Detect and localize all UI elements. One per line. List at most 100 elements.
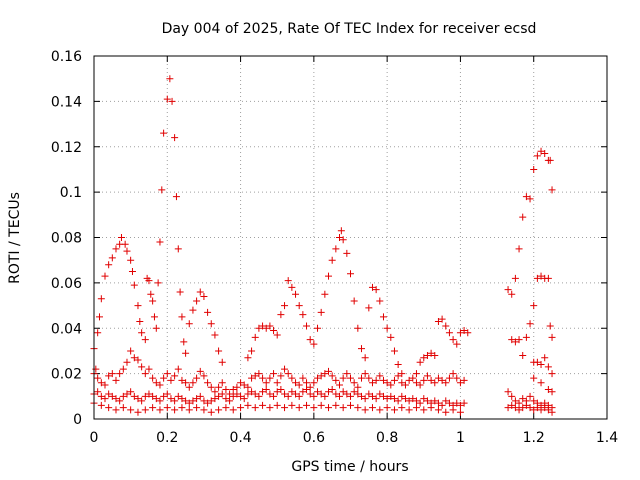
- plot-border: [93, 55, 608, 420]
- x-tick-label: 0.6: [303, 430, 325, 446]
- data-point: [218, 390, 226, 398]
- data-point: [412, 379, 420, 387]
- data-point: [226, 397, 234, 405]
- y-tick-label: 0.04: [51, 321, 82, 337]
- data-point: [105, 390, 113, 398]
- data-point: [248, 388, 256, 396]
- data-point: [537, 147, 545, 155]
- data-point: [303, 379, 311, 387]
- data-point: [156, 397, 164, 405]
- data-point: [180, 338, 188, 346]
- data-point: [350, 388, 358, 396]
- data-point: [244, 401, 252, 409]
- data-point: [200, 372, 208, 380]
- data-point: [295, 392, 303, 400]
- data-point: [303, 401, 311, 409]
- data-point: [215, 392, 223, 400]
- data-point: [321, 290, 329, 298]
- data-point: [379, 313, 387, 321]
- data-point: [394, 397, 402, 405]
- data-point: [376, 372, 384, 380]
- data-point: [152, 324, 160, 332]
- y-tick-label: 0.06: [51, 276, 82, 292]
- data-point: [387, 392, 395, 400]
- data-point: [508, 290, 516, 298]
- data-point: [172, 193, 180, 201]
- data-point: [240, 381, 248, 389]
- data-point: [112, 245, 120, 253]
- data-point: [383, 395, 391, 403]
- data-point: [332, 376, 340, 384]
- data-point: [284, 392, 292, 400]
- data-point: [347, 401, 354, 409]
- data-point: [237, 392, 245, 400]
- data-point: [193, 395, 201, 403]
- data-point: [357, 392, 365, 400]
- data-point: [94, 388, 102, 396]
- data-point: [130, 392, 138, 400]
- data-point: [97, 392, 105, 400]
- data-point: [508, 392, 516, 400]
- data-point: [431, 351, 439, 359]
- data-point: [182, 397, 190, 405]
- data-point: [266, 404, 274, 412]
- data-point: [442, 379, 450, 387]
- data-point: [357, 345, 365, 353]
- data-point: [310, 404, 318, 412]
- data-point: [460, 327, 468, 335]
- data-point: [117, 234, 125, 241]
- data-point: [423, 397, 431, 405]
- data-point: [515, 406, 523, 414]
- data-point: [108, 392, 116, 400]
- data-point: [434, 374, 442, 382]
- data-point: [259, 401, 267, 409]
- data-point: [456, 329, 464, 337]
- data-point: [207, 320, 215, 328]
- data-point: [273, 379, 281, 387]
- data-point: [251, 390, 259, 398]
- data-point: [193, 374, 201, 382]
- data-point: [438, 315, 446, 323]
- data-point: [130, 354, 138, 362]
- data-point: [401, 395, 409, 403]
- data-point: [112, 406, 120, 414]
- data-point: [255, 324, 263, 332]
- data-point: [156, 238, 164, 246]
- data-point: [123, 247, 131, 255]
- data-point: [176, 288, 184, 296]
- data-point: [394, 361, 402, 369]
- data-point: [390, 395, 398, 403]
- data-point: [259, 374, 267, 382]
- data-point: [292, 290, 300, 298]
- data-point: [361, 354, 369, 362]
- data-point: [152, 379, 160, 387]
- data-point: [207, 397, 215, 405]
- data-point: [299, 388, 307, 396]
- data-point: [218, 358, 226, 366]
- data-point: [339, 374, 347, 382]
- data-point: [438, 376, 446, 384]
- data-point: [537, 272, 545, 280]
- data-point: [314, 388, 322, 396]
- data-point: [306, 390, 314, 398]
- data-point: [116, 370, 124, 378]
- x-tick-label: 0.2: [156, 430, 178, 446]
- data-point: [504, 388, 512, 396]
- data-point: [119, 365, 127, 373]
- data-point: [511, 404, 519, 412]
- grid-layer: [94, 56, 607, 419]
- data-point: [215, 347, 223, 355]
- data-point: [134, 408, 142, 416]
- data-point: [365, 374, 373, 382]
- data-point: [390, 406, 398, 414]
- data-points-layer: [90, 75, 556, 416]
- x-tick-label: 1.4: [596, 430, 618, 446]
- data-point: [292, 379, 300, 387]
- data-point: [154, 279, 162, 287]
- x-tick-label: 1.2: [523, 430, 545, 446]
- data-point: [101, 272, 109, 280]
- data-point: [306, 383, 314, 391]
- data-point: [163, 95, 171, 103]
- data-point: [149, 392, 157, 400]
- data-point: [434, 317, 442, 325]
